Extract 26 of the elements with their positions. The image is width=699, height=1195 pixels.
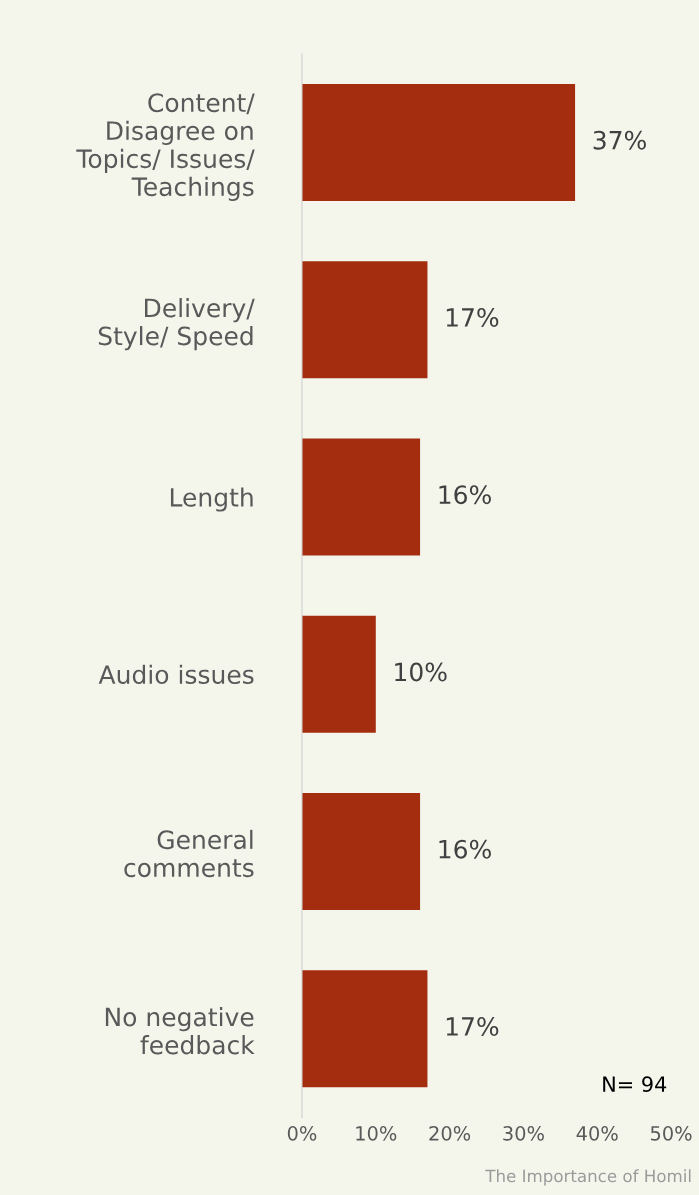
data-label: 17% <box>446 308 499 327</box>
x-tick-label: 0% <box>287 1126 317 1141</box>
x-tick-label: 10% <box>356 1126 397 1141</box>
x-tick-label: 20% <box>429 1126 471 1141</box>
data-label: 37% <box>593 130 646 150</box>
data-label: 10% <box>395 662 447 682</box>
bar <box>301 83 576 201</box>
y-tick-label: No negative feedback <box>105 1007 255 1055</box>
data-label: 16% <box>439 839 491 859</box>
y-tick-label: Delivery/ Style/ Speed <box>98 298 255 351</box>
x-tick-label: 30% <box>503 1126 544 1141</box>
bar <box>301 970 428 1088</box>
text: The Importance of Homil <box>485 1169 691 1186</box>
y-tick-label: Audio issues <box>98 664 254 685</box>
x-tick-label: 50% <box>650 1126 692 1141</box>
bar <box>301 792 421 910</box>
y-tick-label: Content/ Disagree on Topics/ Issues/ Teachings <box>76 93 255 201</box>
data-label: 17% <box>446 1017 499 1036</box>
bar <box>301 438 421 556</box>
y-tick-label: Length <box>170 487 253 512</box>
bar <box>301 261 428 379</box>
bar <box>301 615 376 733</box>
annotation: N= 94 <box>603 1076 667 1093</box>
x-tick-label: 40% <box>576 1126 618 1141</box>
y-tick-label: General comments <box>124 829 254 878</box>
data-label: 16% <box>439 485 491 505</box>
